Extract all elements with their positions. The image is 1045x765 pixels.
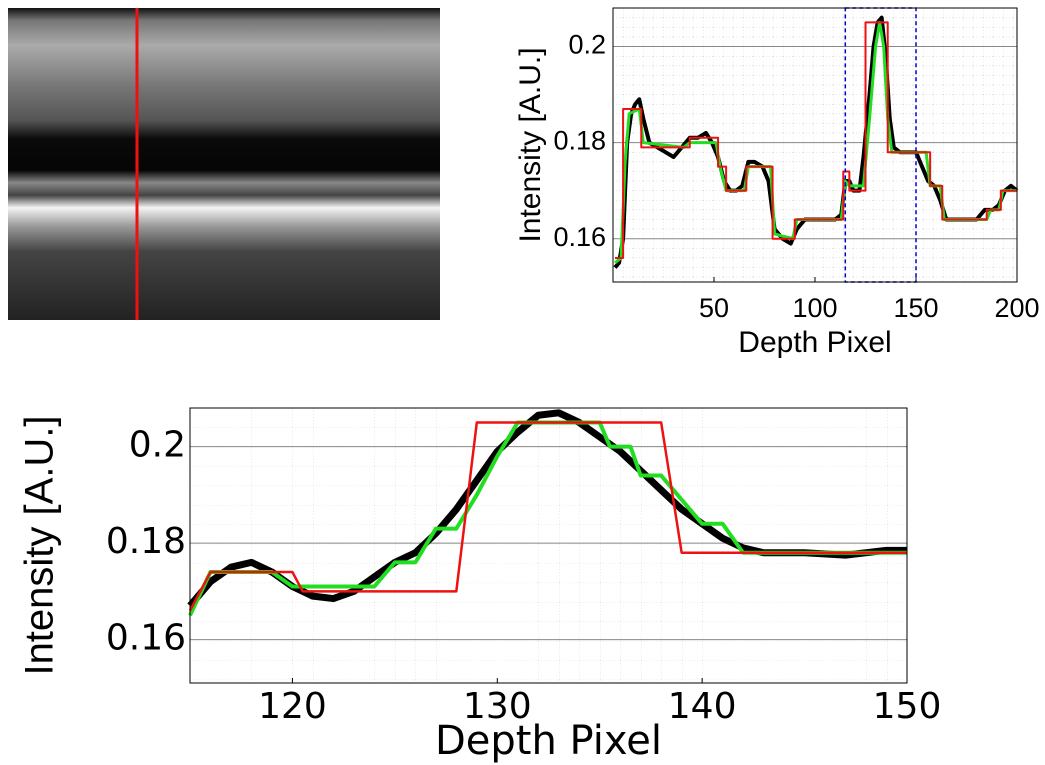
y-axis-label: Intensity [A.U.] — [18, 415, 62, 675]
x-tick-label: 150 — [893, 293, 938, 323]
x-tick-label: 100 — [792, 293, 837, 323]
y-axis-label: Intensity [A.U.] — [514, 47, 547, 242]
y-tick-label: 0.16 — [553, 222, 606, 252]
x-axis-label: Depth Pixel — [738, 326, 891, 359]
y-tick-label: 0.18 — [106, 521, 186, 562]
figure: 0.16 0.18 0.2 50 100 150 200 Depth Pixel Intensi… — [0, 0, 1045, 765]
x-tick-label: 120 — [258, 686, 327, 727]
y-tick-label: 0.2 — [129, 425, 186, 466]
overview-chart: 0.16 0.18 0.2 50 100 150 200 Depth Pixel Intensi… — [514, 8, 1040, 359]
y-tick-label: 0.18 — [553, 126, 606, 156]
x-tick-label: 150 — [873, 686, 942, 727]
x-tick-label: 200 — [994, 293, 1039, 323]
x-tick-label: 140 — [668, 686, 737, 727]
x-axis-label: Depth Pixel — [435, 718, 662, 764]
y-tick-label: 0.2 — [568, 30, 606, 60]
canvas: 0.16 0.18 0.2 50 100 150 200 Depth Pixel Intensi… — [0, 0, 1045, 765]
oct-image — [8, 8, 440, 320]
x-tick-label: 50 — [699, 293, 729, 323]
oct-scan — [8, 8, 440, 320]
y-tick-label: 0.16 — [106, 618, 186, 659]
plot-area — [190, 408, 907, 683]
